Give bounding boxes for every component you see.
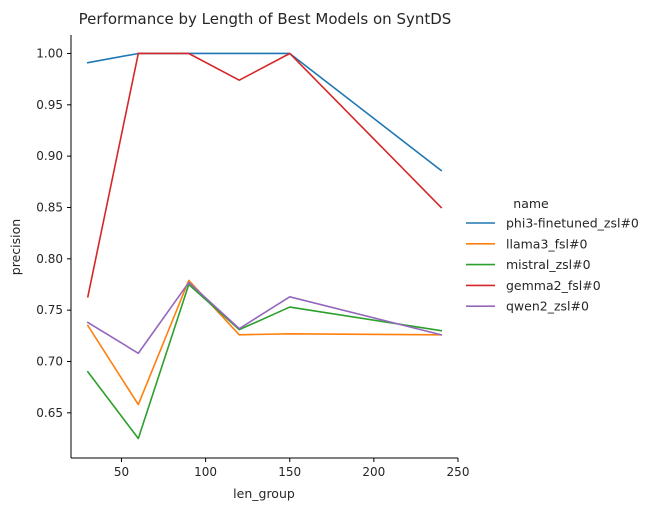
legend-label: mistral_zsl#0 — [506, 257, 591, 272]
series-line — [86, 283, 443, 440]
y-ticks: 0.65 0.70 0.75 0.80 0.85 0.90 0.95 1.00 — [36, 46, 71, 420]
y-tick-label: 0.95 — [36, 98, 63, 112]
x-ticks: 50 100 150 200 250 — [114, 458, 470, 479]
chart-title: Performance by Length of Best Models on … — [79, 10, 452, 28]
legend-label: gemma2_fsl#0 — [506, 278, 601, 293]
series-line — [86, 52, 443, 172]
x-tick-label: 100 — [194, 465, 217, 479]
x-tick-label: 50 — [114, 465, 129, 479]
legend-label: qwen2_zsl#0 — [506, 299, 589, 314]
y-tick-label: 1.00 — [36, 46, 63, 60]
series-line — [86, 279, 442, 406]
legend: name phi3-finetuned_zsl#0 llama3_fsl#0mis… — [466, 196, 639, 314]
legend-title: name — [513, 196, 549, 211]
y-tick-label: 0.80 — [36, 252, 63, 266]
y-axis-label: precision — [8, 219, 23, 275]
x-tick-label: 150 — [278, 465, 301, 479]
y-tick-label: 0.75 — [36, 303, 63, 317]
legend-items: phi3-finetuned_zsl#0 llama3_fsl#0 mistral_… — [466, 216, 639, 314]
legend-label: phi3-finetuned_zsl#0 — [506, 216, 639, 231]
y-tick-label: 0.65 — [36, 406, 63, 420]
x-tick-label: 200 — [362, 465, 385, 479]
x-tick-label: 250 — [447, 465, 470, 479]
x-axis-label: len_group — [233, 486, 295, 501]
series-layer — [86, 52, 443, 440]
plot-area: 0.65 0.70 0.75 0.80 0.85 0.90 0.95 1.00 50 100 15… — [36, 35, 469, 479]
series-line — [86, 281, 443, 355]
series-line — [86, 52, 443, 298]
legend-label: llama3_fsl#0 — [506, 236, 588, 251]
y-tick-label: 0.85 — [36, 200, 63, 214]
y-tick-label: 0.90 — [36, 149, 63, 163]
y-tick-label: 0.70 — [36, 354, 63, 368]
